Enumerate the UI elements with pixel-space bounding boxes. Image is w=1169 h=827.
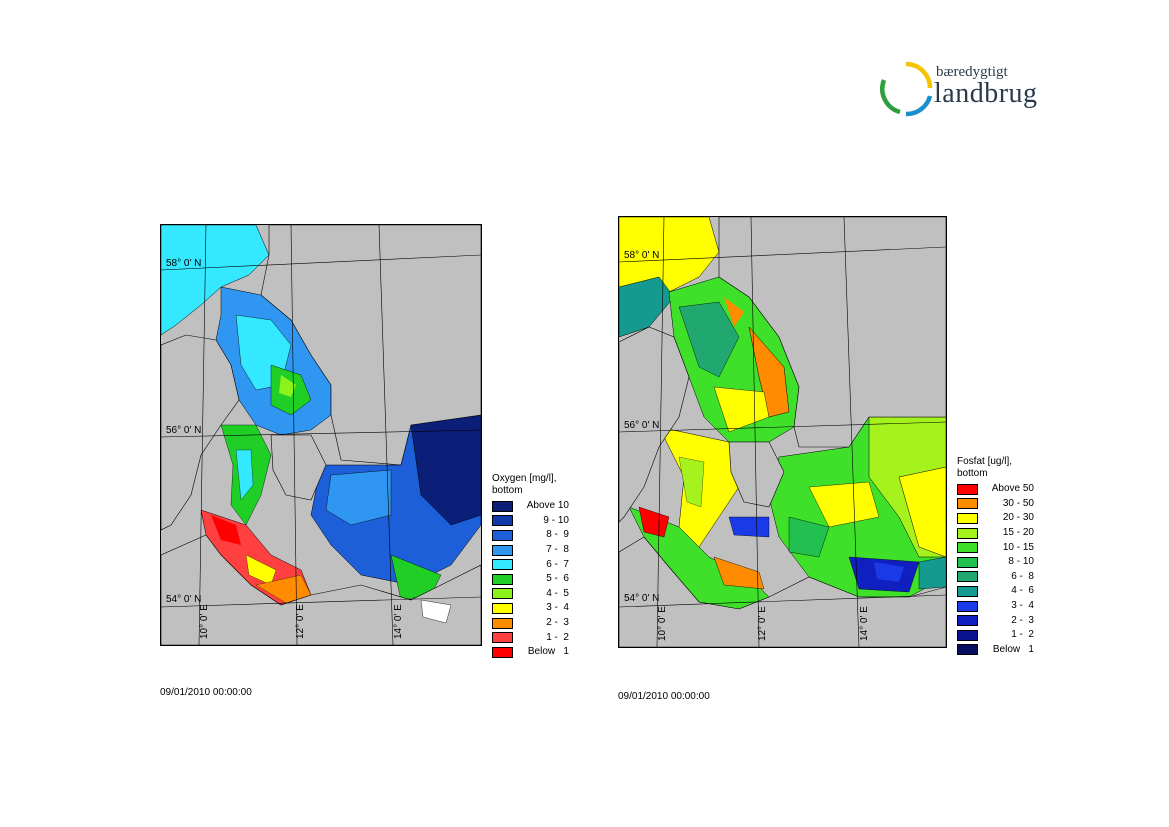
legend-swatch (957, 512, 978, 524)
legend-entry: 15 - 20 (957, 526, 1034, 541)
legend-entry: 6 - 8 (957, 570, 1034, 585)
legend-swatch (957, 542, 978, 554)
legend-swatch (492, 602, 513, 614)
legend-label: 6 - 8 (1011, 570, 1034, 582)
legend-entry: 1 - 2 (957, 628, 1034, 643)
legend-swatch (957, 498, 978, 510)
lon-label-10e: 10° 0' E (657, 606, 668, 641)
legend-label: Above 50 (991, 483, 1034, 495)
fosfat-legend-entries: Above 50 30 - 50 20 - 30 15 - 20 10 - 15 8 - … (957, 482, 1034, 657)
legend-label: Below 1 (992, 643, 1034, 655)
logo-text-line2: landbrug (934, 78, 1038, 109)
legend-swatch (492, 529, 513, 541)
legend-entry: 2 - 3 (492, 616, 569, 631)
legend-label: 2 - 3 (546, 617, 569, 629)
legend-label: 9 - 10 (543, 514, 569, 526)
legend-entry: Below 1 (957, 643, 1034, 658)
legend-label: 7 - 8 (546, 544, 569, 556)
legend-entry: 3 - 4 (957, 599, 1034, 614)
legend-swatch (492, 617, 513, 629)
baeredygtigt-landbrug-logo: bæredygtigt landbrug (876, 58, 1046, 120)
lat-label-56n: 56° 0' N (624, 420, 660, 431)
legend-swatch (492, 500, 513, 512)
legend-entry: 30 - 50 (957, 497, 1034, 512)
legend-entry: 6 - 7 (492, 557, 569, 572)
logo-ring-icon (880, 61, 933, 117)
lon-label-12e: 12° 0' E (295, 604, 306, 639)
legend-swatch (492, 632, 513, 644)
lon-label-12e: 12° 0' E (757, 606, 768, 641)
lon-label-14e: 14° 0' E (393, 604, 404, 639)
legend-label: 3 - 4 (546, 602, 569, 614)
lat-label-54n: 54° 0' N (624, 593, 660, 604)
legend-entry: Above 10 (492, 499, 569, 514)
legend-swatch (957, 629, 978, 641)
legend-entry: Below 1 (492, 645, 569, 660)
legend-label: 8 - 10 (1008, 556, 1034, 568)
oxygen-timestamp: 09/01/2010 00:00:00 (160, 687, 252, 698)
legend-entry: 2 - 3 (957, 613, 1034, 628)
lat-label-56n: 56° 0' N (166, 425, 202, 436)
legend-swatch (492, 544, 513, 556)
legend-swatch (957, 483, 978, 495)
legend-swatch (957, 600, 978, 612)
legend-entry: 1 - 2 (492, 630, 569, 645)
oxygen-legend: Oxygen [mg/l], bottom Above 10 9 - 10 8 - … (492, 473, 569, 660)
lat-label-58n: 58° 0' N (166, 258, 202, 269)
fosfat-legend-title: Fosfat [ug/l], bottom (957, 456, 1013, 479)
legend-label: Above 10 (526, 500, 569, 512)
legend-swatch (492, 573, 513, 585)
legend-swatch (957, 585, 978, 597)
legend-label: 1 - 2 (1011, 629, 1034, 641)
legend-swatch (957, 615, 978, 627)
legend-swatch (957, 571, 978, 583)
legend-label: 15 - 20 (1002, 527, 1034, 539)
legend-label: 20 - 30 (1002, 512, 1034, 524)
legend-label: 3 - 4 (1011, 600, 1034, 612)
legend-label: 4 - 5 (546, 587, 569, 599)
legend-swatch (957, 556, 978, 568)
legend-swatch (492, 646, 513, 658)
logo-text-line1: bæredygtigt (936, 64, 1008, 80)
legend-entry: 3 - 4 (492, 601, 569, 616)
legend-entry: 7 - 8 (492, 543, 569, 558)
fosfat-legend: Fosfat [ug/l], bottom Above 50 30 - 50 20 … (957, 456, 1034, 657)
lat-label-54n: 54° 0' N (166, 594, 202, 605)
legend-entry: 10 - 15 (957, 540, 1034, 555)
legend-label: 6 - 7 (546, 558, 569, 570)
legend-entry: 20 - 30 (957, 511, 1034, 526)
legend-label: 2 - 3 (1011, 614, 1034, 626)
fosfat-timestamp: 09/01/2010 00:00:00 (618, 691, 710, 702)
legend-swatch (957, 527, 978, 539)
legend-entry: 4 - 5 (492, 587, 569, 602)
fosfat-map-graphic (619, 217, 946, 647)
legend-entry: 9 - 10 (492, 514, 569, 529)
legend-swatch (492, 559, 513, 571)
legend-label: 4 - 6 (1011, 585, 1034, 597)
legend-label: 8 - 9 (546, 529, 569, 541)
lon-label-10e: 10° 0' E (199, 604, 210, 639)
oxygen-map: 58° 0' N 56° 0' N 54° 0' N 10° 0' E 12° … (160, 224, 482, 646)
legend-label: 5 - 6 (546, 573, 569, 585)
legend-entry: 8 - 9 (492, 528, 569, 543)
legend-label: 1 - 2 (546, 631, 569, 643)
oxygen-map-graphic (161, 225, 481, 645)
legend-label: 30 - 50 (1002, 497, 1034, 509)
legend-swatch (957, 644, 978, 656)
legend-entry: Above 50 (957, 482, 1034, 497)
lon-label-14e: 14° 0' E (859, 606, 870, 641)
oxygen-legend-title: Oxygen [mg/l], bottom (492, 473, 557, 496)
legend-label: 10 - 15 (1002, 541, 1034, 553)
legend-swatch (492, 588, 513, 600)
legend-swatch (492, 515, 513, 527)
fosfat-map: 58° 0' N 56° 0' N 54° 0' N 10° 0' E 12° … (618, 216, 947, 648)
legend-entry: 5 - 6 (492, 572, 569, 587)
legend-label: Below 1 (527, 646, 569, 658)
legend-entry: 4 - 6 (957, 584, 1034, 599)
legend-entry: 8 - 10 (957, 555, 1034, 570)
lat-label-58n: 58° 0' N (624, 250, 660, 261)
oxygen-legend-entries: Above 10 9 - 10 8 - 9 7 - 8 6 - 7 5 - 6 4 - 5 3… (492, 499, 569, 660)
